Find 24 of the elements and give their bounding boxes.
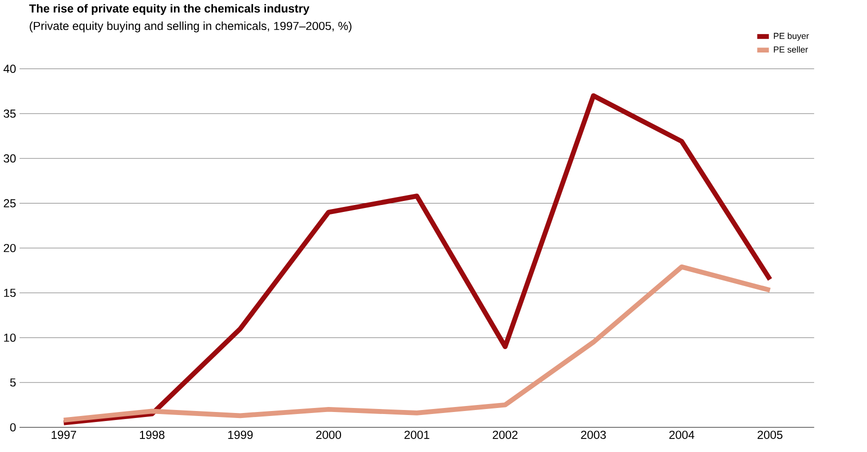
legend-label: PE seller xyxy=(774,46,808,53)
line-series xyxy=(61,93,772,426)
x-tick-label: 1997 xyxy=(52,430,76,440)
x-tick-label: 1999 xyxy=(228,430,253,440)
y-tick-label: 0 xyxy=(10,423,16,432)
chart-subtitle: (Private equity buying and selling in chemicals, 1997–2005, %) xyxy=(30,22,352,33)
y-tick-label: 25 xyxy=(4,199,16,208)
x-tick-label: 2005 xyxy=(758,430,782,440)
y-tick-label: 40 xyxy=(4,64,16,74)
chart-title: The rise of private equity in the chemicals industry xyxy=(29,4,310,16)
y-tick-label: 30 xyxy=(4,154,16,163)
line-series xyxy=(61,264,772,423)
y-tick-label: 5 xyxy=(10,378,16,387)
legend-label: PE buyer xyxy=(774,32,809,41)
x-tick-label: 1998 xyxy=(140,430,164,440)
x-tick-label: 2003 xyxy=(581,430,606,440)
y-tick-label: 20 xyxy=(4,244,16,252)
x-tick-label: 2004 xyxy=(669,430,694,440)
y-tick-label: 15 xyxy=(4,289,16,298)
x-tick-label: 2002 xyxy=(492,430,518,440)
y-tick-label: 10 xyxy=(4,334,16,342)
x-tick-label: 2001 xyxy=(404,430,430,440)
x-tick-label: 2000 xyxy=(316,430,342,440)
y-tick-label: 35 xyxy=(4,110,16,118)
